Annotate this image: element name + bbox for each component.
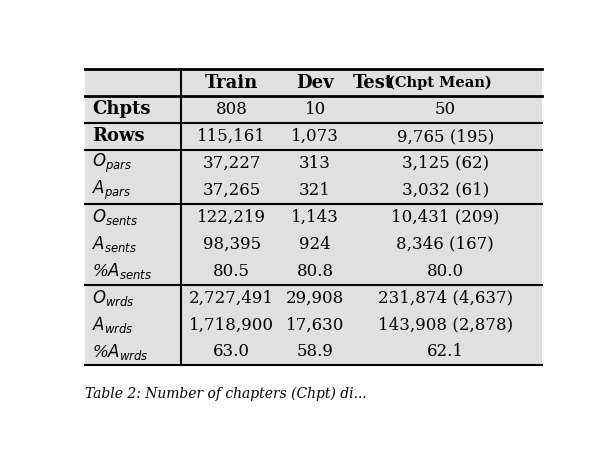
Text: 37,265: 37,265 bbox=[202, 182, 261, 199]
Text: $A_{pars}$: $A_{pars}$ bbox=[92, 179, 132, 202]
Text: $O_{wrds}$: $O_{wrds}$ bbox=[92, 288, 135, 308]
Text: 313: 313 bbox=[299, 155, 331, 172]
Text: %$A_{sents}$: %$A_{sents}$ bbox=[92, 261, 153, 281]
Text: 3,032 (61): 3,032 (61) bbox=[402, 182, 489, 199]
Text: 80.8: 80.8 bbox=[297, 262, 334, 279]
Text: 122,219: 122,219 bbox=[197, 209, 266, 226]
Text: 17,630: 17,630 bbox=[286, 316, 344, 333]
Text: 98,395: 98,395 bbox=[202, 235, 261, 253]
Text: 1,718,900: 1,718,900 bbox=[189, 316, 274, 333]
Text: Dev: Dev bbox=[296, 74, 334, 92]
Text: 37,227: 37,227 bbox=[202, 155, 261, 172]
Text: 2,727,491: 2,727,491 bbox=[189, 289, 274, 306]
Text: (Chpt Mean): (Chpt Mean) bbox=[388, 75, 492, 90]
Text: $A_{sents}$: $A_{sents}$ bbox=[92, 234, 137, 254]
Text: Rows: Rows bbox=[92, 127, 145, 145]
Text: 321: 321 bbox=[299, 182, 331, 199]
Text: 924: 924 bbox=[299, 235, 331, 253]
Text: 29,908: 29,908 bbox=[286, 289, 344, 306]
Text: 80.0: 80.0 bbox=[427, 262, 464, 279]
Text: 62.1: 62.1 bbox=[427, 344, 464, 360]
Text: 3,125 (62): 3,125 (62) bbox=[402, 155, 489, 172]
Text: 8,346 (167): 8,346 (167) bbox=[396, 235, 494, 253]
Text: Table 2: Number of chapters (Chpt) di...: Table 2: Number of chapters (Chpt) di... bbox=[85, 386, 367, 401]
Text: Train: Train bbox=[205, 74, 258, 92]
Text: 80.5: 80.5 bbox=[213, 262, 250, 279]
Text: Chpts: Chpts bbox=[92, 100, 151, 119]
Text: $A_{wrds}$: $A_{wrds}$ bbox=[92, 315, 134, 335]
Text: 10: 10 bbox=[305, 101, 326, 118]
Text: 115,161: 115,161 bbox=[197, 128, 266, 145]
Text: 10,431 (209): 10,431 (209) bbox=[391, 209, 500, 226]
Text: 1,143: 1,143 bbox=[291, 209, 339, 226]
Text: 63.0: 63.0 bbox=[213, 344, 250, 360]
Text: 9,765 (195): 9,765 (195) bbox=[396, 128, 494, 145]
Text: $O_{sents}$: $O_{sents}$ bbox=[92, 207, 139, 227]
Text: Test: Test bbox=[353, 74, 394, 92]
Text: 143,908 (2,878): 143,908 (2,878) bbox=[378, 316, 513, 333]
Text: $O_{pars}$: $O_{pars}$ bbox=[92, 152, 133, 175]
Text: %$A_{wrds}$: %$A_{wrds}$ bbox=[92, 342, 149, 362]
Text: 231,874 (4,637): 231,874 (4,637) bbox=[378, 289, 513, 306]
Text: 808: 808 bbox=[216, 101, 247, 118]
Text: 1,073: 1,073 bbox=[291, 128, 339, 145]
Text: 58.9: 58.9 bbox=[297, 344, 334, 360]
Text: 50: 50 bbox=[435, 101, 456, 118]
